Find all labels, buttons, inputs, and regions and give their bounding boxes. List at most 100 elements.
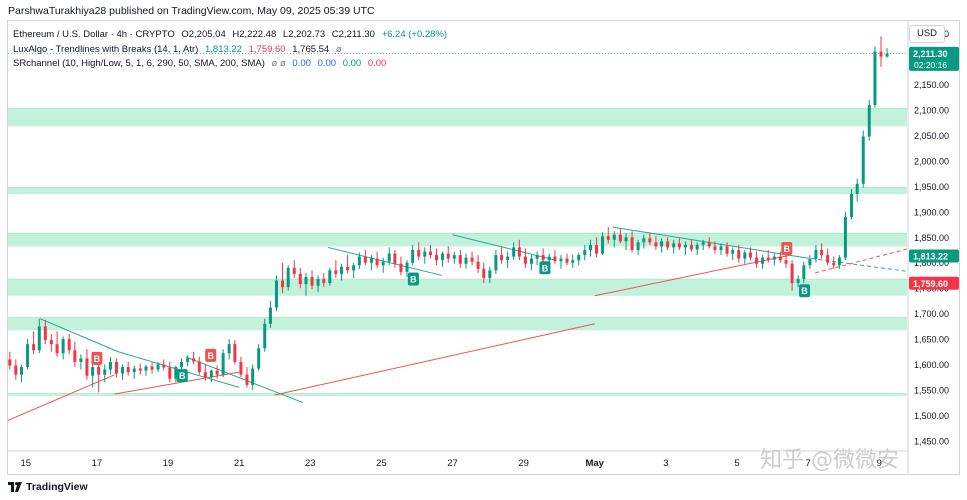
candle xyxy=(168,361,172,383)
currency-button[interactable]: USD xyxy=(909,25,945,43)
lower-trendline xyxy=(114,371,240,395)
candle xyxy=(630,231,634,253)
candle-body xyxy=(748,252,752,258)
candle xyxy=(535,251,539,266)
candle xyxy=(156,361,160,373)
candle xyxy=(20,364,24,383)
candle-body xyxy=(648,238,652,243)
candle xyxy=(873,46,877,108)
candle-body xyxy=(67,339,71,351)
candle-body xyxy=(334,270,338,274)
candle-body xyxy=(606,236,610,240)
symbol-name[interactable]: Ethereum / U.S. Dollar · 4h · CRYPTO xyxy=(13,29,175,40)
candle-body xyxy=(103,369,107,375)
marker-badge xyxy=(407,272,419,286)
time-tick-label: 15 xyxy=(20,458,31,469)
candle xyxy=(837,255,841,269)
sr-zone xyxy=(8,393,907,397)
candle-body xyxy=(612,234,616,240)
candle-body xyxy=(144,366,148,371)
candle-body xyxy=(91,367,95,376)
candle xyxy=(144,364,148,376)
candle xyxy=(37,318,41,354)
candle xyxy=(322,272,326,288)
candle-body xyxy=(879,51,883,57)
candle xyxy=(32,331,36,355)
candle-body xyxy=(26,344,30,368)
candle-body xyxy=(20,367,24,375)
published-by-header: ParshwaTurakhiya28 published on TradingV… xyxy=(8,5,375,17)
candle xyxy=(660,238,664,253)
candle-body xyxy=(387,253,391,262)
candle-body xyxy=(121,367,125,374)
candle-body xyxy=(482,268,486,278)
candle xyxy=(186,355,190,367)
candle-body xyxy=(43,326,47,341)
candle xyxy=(642,234,646,249)
candle xyxy=(494,249,498,274)
footer-brand[interactable]: TradingView xyxy=(8,481,88,493)
candle-body xyxy=(677,243,681,248)
indicator1-value3: 1,765.54 xyxy=(292,43,330,55)
price-tick-label: 1,800.00 xyxy=(914,258,949,268)
time-tick-label: 9 xyxy=(877,458,882,469)
candle-body xyxy=(571,260,575,263)
candle-body xyxy=(162,364,166,368)
candle xyxy=(162,359,166,371)
candle-body xyxy=(316,279,320,286)
footer-brand-label: TradingView xyxy=(26,481,88,493)
candle xyxy=(784,255,788,268)
candle xyxy=(761,255,765,269)
candle xyxy=(571,255,575,268)
candle-body xyxy=(855,183,859,195)
low-value: L2,202.73 xyxy=(282,29,326,40)
candle xyxy=(476,255,480,273)
candle-body xyxy=(784,260,788,264)
lower-trendline xyxy=(274,323,595,396)
candle xyxy=(885,47,889,58)
candle-body xyxy=(512,247,516,257)
candle-body xyxy=(636,242,640,250)
candle-body xyxy=(577,255,581,261)
candle-body xyxy=(843,216,847,258)
candle-body xyxy=(535,255,539,259)
candle xyxy=(417,242,421,261)
candle-body xyxy=(352,265,356,271)
indicator2-name[interactable]: SRchannel (10, High/Low, 5, 1, 6, 290, 5… xyxy=(13,58,265,69)
bullish-break-marker: B xyxy=(176,369,188,383)
price-badge-bg xyxy=(909,276,959,290)
candle-body xyxy=(61,339,65,354)
time-tick-label: 17 xyxy=(92,458,103,469)
candle xyxy=(737,244,741,263)
candle xyxy=(452,251,456,264)
bullish-break-marker: B xyxy=(799,284,811,298)
candle-body xyxy=(837,257,841,266)
candle xyxy=(239,356,243,378)
candle-body xyxy=(363,256,367,263)
candle xyxy=(565,253,569,266)
candle-body xyxy=(85,358,89,376)
candle-body xyxy=(375,258,379,266)
candle xyxy=(103,364,107,383)
candle xyxy=(595,237,599,258)
marker-badge xyxy=(539,261,551,275)
candle-body xyxy=(832,262,836,266)
candle xyxy=(583,244,587,261)
candle xyxy=(67,333,71,355)
candle-body xyxy=(547,256,551,261)
candle xyxy=(310,270,314,290)
candle-body xyxy=(310,276,314,286)
candle-body xyxy=(251,368,255,385)
time-tick-label: 5 xyxy=(734,458,739,469)
candle xyxy=(304,272,308,296)
candle-body xyxy=(281,280,285,288)
indicator1-name[interactable]: LuxAlgo - Trendlines with Breaks (14, 1,… xyxy=(13,43,199,55)
upper-trendline xyxy=(39,318,119,353)
price-tick-label: 2,150.00 xyxy=(914,80,949,90)
candle-body xyxy=(221,353,225,375)
candle-body xyxy=(595,244,599,254)
candle xyxy=(654,236,658,250)
time-tick-label: 29 xyxy=(518,458,529,469)
time-tick-label: 3 xyxy=(663,458,668,469)
